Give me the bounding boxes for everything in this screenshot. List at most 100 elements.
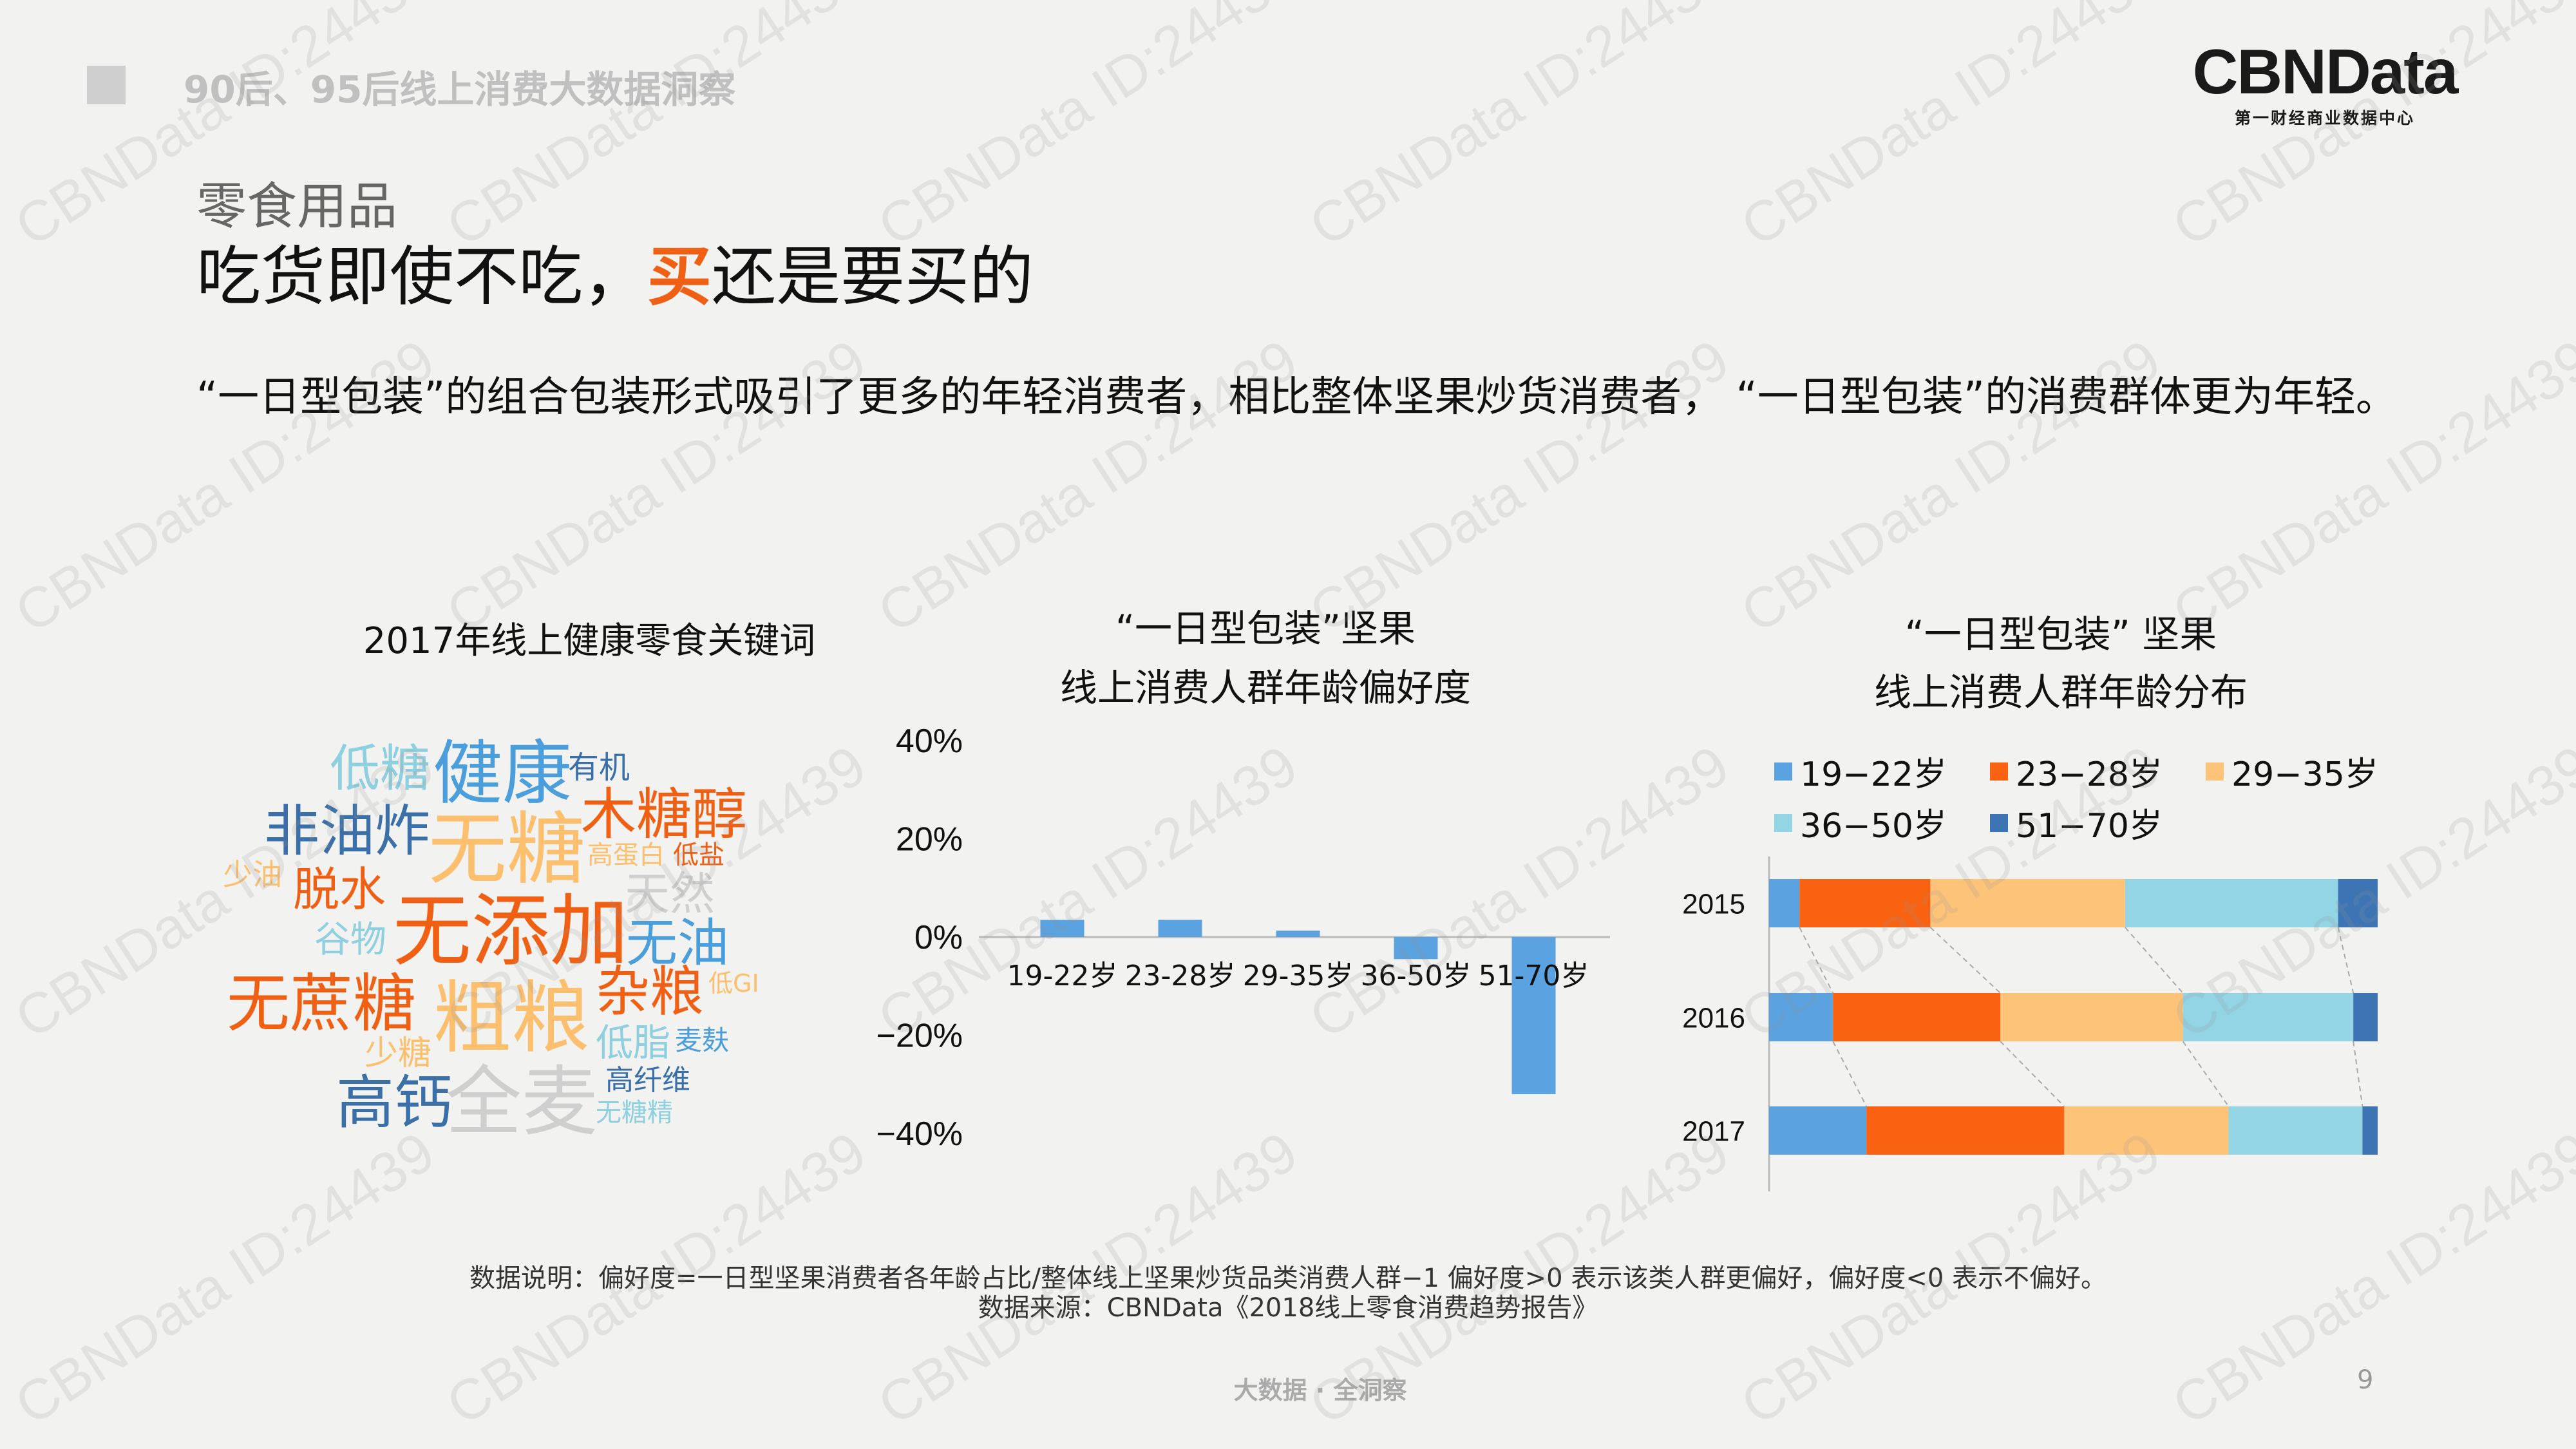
stacked-chart-title-line2: 线上消费人群年龄分布 — [1873, 670, 2248, 714]
stack-segment — [1769, 879, 1800, 927]
stack-segment — [2228, 1106, 2363, 1155]
cloud-word: 无蔗糖 — [227, 967, 417, 1041]
stack-segment — [1799, 879, 1931, 927]
stack-segment — [1866, 1106, 2065, 1155]
bar — [1511, 937, 1556, 1094]
y-tick-label: 20% — [896, 821, 963, 858]
cloud-word: 无糖精 — [596, 1098, 673, 1128]
header-marker — [87, 66, 126, 104]
y-tick-label: 0% — [914, 919, 963, 956]
series-connector — [2125, 927, 2184, 994]
series-connector — [1929, 927, 2001, 994]
stack-segment — [2000, 993, 2183, 1041]
data-explanation: 数据说明：偏好度=一日型坚果消费者各年龄占比/整体线上坚果炒货品类消费人群−1 … — [469, 1264, 2107, 1293]
cloud-word: 低盐 — [673, 840, 724, 870]
watermark-text: CBNData ID:24439 — [867, 0, 1309, 258]
cloud-word: 杂粮 — [596, 960, 705, 1023]
y-tick-label: 40% — [896, 723, 963, 760]
description: “一日型包装”的组合包装形式吸引了更多的年轻消费者，相比整体坚果炒货消费者， “… — [196, 374, 2397, 421]
stack-segment — [2064, 1106, 2229, 1155]
cloud-word: 麦麸 — [675, 1025, 730, 1056]
cloud-word: 无油 — [626, 913, 729, 973]
cbndata-logo: CBNData 第一财经商业数据中心 — [2190, 40, 2460, 129]
cloud-word: 木糖醇 — [581, 782, 747, 847]
stacked-chart-title-line1: “一日型包装” 坚果 — [1904, 612, 2217, 656]
series-connector — [2182, 1041, 2230, 1107]
series-connector — [1832, 1041, 1868, 1107]
bar — [1040, 920, 1084, 937]
legend-label: 51−70岁 — [2016, 807, 2163, 846]
cloud-word: 高蛋白 — [587, 840, 665, 870]
legend-item: 19−22岁 — [1774, 747, 1947, 795]
stack-segment — [1930, 879, 2125, 927]
watermark-text: CBNData ID:24439 — [435, 0, 877, 258]
x-tick-label: 36-50岁 — [1361, 960, 1472, 992]
cloud-word: 全麦 — [446, 1057, 598, 1146]
y-tick-label: −20% — [876, 1018, 963, 1055]
series-connector — [2337, 927, 2354, 994]
headline-part1: 吃货即使不吃， — [196, 239, 647, 314]
watermark-text: CBNData ID:24439 — [1730, 0, 2172, 258]
stack-segment — [2125, 879, 2338, 927]
headline-part2: 还是要买的 — [712, 239, 1034, 314]
cloud-word: 少糖 — [365, 1034, 432, 1073]
x-tick-label: 23-28岁 — [1125, 960, 1236, 992]
stacked-chart-title: “一日型包装” 坚果 线上消费人群年龄分布 — [1700, 605, 2421, 721]
legend-item: 36−50岁 — [1774, 799, 1947, 847]
stack-segment — [2338, 879, 2378, 927]
headline: 吃货即使不吃，买还是要买的 — [196, 224, 1034, 317]
bar — [1394, 937, 1438, 960]
cloud-word: 无添加 — [393, 886, 629, 977]
legend-label: 36−50岁 — [1800, 807, 1947, 846]
age-preference-bar-chart: 40% 20% 0% −20% −40% 19-22岁 23-28岁 29-35岁 36-50岁… — [876, 723, 1610, 1153]
cloud-word: 低糖 — [330, 740, 431, 798]
bar-chart-title-line2: 线上消费人群年龄偏好度 — [1059, 666, 1471, 710]
legend-swatch — [1774, 762, 1792, 781]
cloud-word: 高钙 — [336, 1069, 452, 1137]
legend-swatch — [2206, 762, 2224, 781]
cloud-word: 粗粮 — [433, 972, 590, 1064]
bar-chart-title-line1: “一日型包装”坚果 — [1115, 607, 1416, 650]
stack-segment — [1769, 993, 1833, 1041]
category-label: 2015 — [1682, 889, 1745, 920]
legend-item: 23−28岁 — [1990, 747, 2163, 795]
cloud-word: 非油炸 — [264, 799, 430, 864]
y-tick-label: −40% — [876, 1115, 963, 1153]
footer-slogan: 大数据 · 全洞察 — [1233, 1376, 1407, 1405]
stack-segment — [1769, 1106, 1867, 1155]
category-label: 零食用品 — [196, 178, 398, 236]
cloud-word: 无糖 — [428, 804, 585, 895]
stack-segment — [2353, 993, 2378, 1041]
stack-segment — [2183, 993, 2354, 1041]
legend-swatch — [1990, 813, 2008, 832]
headline-highlight: 买 — [647, 239, 712, 314]
legend-label: 29−35岁 — [2231, 755, 2378, 794]
x-tick-label: 29-35岁 — [1243, 960, 1354, 992]
age-distribution-stacked-chart: 2015 2016 2017 — [1682, 857, 2378, 1191]
word-cloud-title: 2017年线上健康零食关键词 — [363, 620, 816, 662]
cloud-word: 高纤维 — [605, 1064, 690, 1097]
cloud-word: 低脂 — [596, 1021, 671, 1065]
stack-segment — [2362, 1106, 2378, 1155]
page-number: 9 — [2357, 1365, 2374, 1395]
bar — [1276, 931, 1320, 937]
bar-chart-title: “一日型包装”坚果 线上消费人群年龄偏好度 — [902, 599, 1629, 717]
logo-subtitle: 第一财经商业数据中心 — [2234, 109, 2415, 128]
cloud-word: 天然 — [625, 867, 715, 920]
data-source: 数据来源：CBNData《2018线上零食消费趋势报告》 — [978, 1293, 1598, 1323]
cloud-word: 谷物 — [314, 919, 386, 961]
legend-label: 23−28岁 — [2016, 755, 2163, 794]
logo-text: CBNData — [2192, 36, 2459, 107]
category-label: 2017 — [1682, 1116, 1745, 1148]
legend-item: 29−35岁 — [2206, 747, 2378, 795]
report-title: 90后、95后线上消费大数据洞察 — [184, 68, 736, 111]
cloud-word: 健康 — [433, 734, 573, 814]
cloud-word: 脱水 — [293, 862, 386, 916]
bar — [1158, 920, 1202, 937]
legend-swatch — [1990, 762, 2008, 781]
series-connector — [1799, 927, 1834, 994]
watermark-text: CBNData ID:24439 — [1298, 0, 1740, 258]
series-connector — [2000, 1041, 2065, 1107]
series-connector — [2353, 1041, 2363, 1107]
cloud-word: 低GI — [708, 969, 759, 998]
